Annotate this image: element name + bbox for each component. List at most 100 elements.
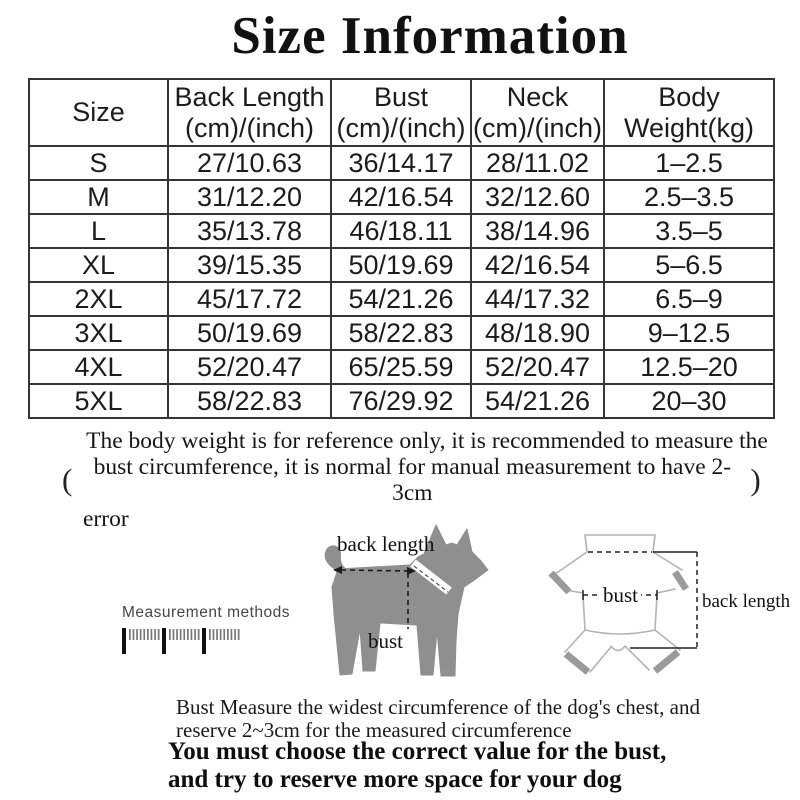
leg-cuff-left: [563, 651, 591, 675]
table-row: 4XL 52/20.47 65/25.59 52/20.47 12.5–20: [28, 349, 775, 385]
header-line: (cm)/(inch): [473, 112, 602, 143]
garment-back-length-label: back length: [702, 591, 791, 612]
table-cell-size: 4XL: [28, 349, 169, 385]
table-cell-size: M: [28, 179, 169, 215]
dog-bust-label: bust: [368, 629, 404, 653]
table-row: S 27/10.63 36/14.17 28/11.02 1–2.5: [28, 145, 775, 181]
note-line-3: error: [83, 506, 129, 532]
bust-measure-note-line-1: Bust Measure the widest circumference of…: [176, 695, 700, 719]
dog-silhouette: [331, 524, 489, 677]
sleeve-cuff-right: [672, 570, 689, 591]
table-row: XL 39/15.35 50/19.69 42/16.54 5–6.5: [28, 247, 775, 283]
size-table: Size Back Length (cm)/(inch) Bust (cm)/(…: [28, 78, 775, 419]
dog-collar-band: [410, 559, 452, 595]
header-line: Bust: [373, 81, 429, 112]
garment-sleeve-inner-outline: [570, 588, 676, 594]
open-paren: (: [62, 462, 73, 497]
table-cell-weight: 20–30: [603, 383, 775, 419]
dog-back-length-label: back length: [337, 532, 435, 556]
table-cell-neck: 48/18.90: [470, 315, 605, 351]
col-header-body-weight: Body Weight(kg): [603, 78, 775, 147]
back-length-measure-line: [340, 569, 411, 572]
weight-reference-note: The body weight is for reference only, i…: [20, 428, 780, 532]
table-cell-neck: 42/16.54: [470, 247, 605, 283]
header-row: Size Back Length (cm)/(inch) Bust (cm)/(…: [28, 78, 775, 147]
table-cell-weight: 12.5–20: [603, 349, 775, 385]
table-cell-back_length: 45/17.72: [167, 281, 332, 317]
table-cell-bust: 65/25.59: [330, 349, 472, 385]
table-cell-neck: 32/12.60: [470, 179, 605, 215]
dog-collar-stitch-line: [413, 565, 449, 593]
table-cell-neck: 54/21.26: [470, 383, 605, 419]
header-line: Neck: [506, 81, 569, 112]
arrow-right: [407, 567, 416, 575]
table-cell-bust: 50/19.69: [330, 247, 472, 283]
leg-cuff-right: [652, 649, 681, 674]
garment-shoulders-outline: [549, 551, 683, 578]
table-cell-weight: 1–2.5: [603, 145, 775, 181]
page-title: Size Information: [231, 7, 629, 65]
table-cell-bust: 76/29.92: [330, 383, 472, 419]
col-header-bust: Bust (cm)/(inch): [330, 78, 472, 147]
bust-measure-note: Bust Measure the widest circumference of…: [176, 696, 700, 741]
garment-body-outline: [582, 594, 658, 635]
table-cell-neck: 44/17.32: [470, 281, 605, 317]
dog-tail: [324, 545, 350, 573]
bust-warning-text: You must choose the correct value for th…: [168, 738, 666, 793]
table-row: 5XL 58/22.83 76/29.92 54/21.26 20–30: [28, 383, 775, 419]
header-line: (cm)/(inch): [336, 112, 466, 143]
table-cell-neck: 52/20.47: [470, 349, 605, 385]
table-cell-back_length: 27/10.63: [167, 145, 332, 181]
table-cell-back_length: 35/13.78: [167, 213, 332, 249]
table-cell-size: S: [28, 145, 169, 181]
bust-warning-line-2: and try to reserve more space for your d…: [168, 765, 622, 793]
table-cell-size: 2XL: [28, 281, 169, 317]
size-table-header: Size Back Length (cm)/(inch) Bust (cm)/(…: [28, 78, 775, 147]
table-cell-bust: 36/14.17: [330, 145, 472, 181]
note-line-2: ( bust circumference, it is normal for m…: [20, 454, 780, 506]
table-cell-back_length: 58/22.83: [167, 383, 332, 419]
table-cell-weight: 6.5–9: [603, 281, 775, 317]
ruler-icon: [122, 628, 240, 654]
table-cell-size: L: [28, 213, 169, 249]
table-cell-neck: 38/14.96: [470, 213, 605, 249]
table-cell-back_length: 31/12.20: [167, 179, 332, 215]
table-cell-bust: 42/16.54: [330, 179, 472, 215]
dog-side-diagram: [324, 524, 489, 677]
garment-bust-label: bust: [600, 583, 642, 608]
measurement-methods-label: Measurement methods: [122, 604, 291, 621]
sleeve-cuff-left: [548, 570, 572, 595]
table-row: 2XL 45/17.72 54/21.26 44/17.32 6.5–9: [28, 281, 775, 317]
note-line-1: The body weight is for reference only, i…: [86, 428, 768, 454]
size-table-body: S 27/10.63 36/14.17 28/11.02 1–2.5 M 31/12.20 4…: [28, 145, 775, 419]
garment-collar-outline: [584, 534, 656, 553]
table-cell-size: XL: [28, 247, 169, 283]
table-row: L 35/13.78 46/18.11 38/14.96 3.5–5: [28, 213, 775, 249]
header-line: Weight(kg): [623, 112, 755, 143]
table-cell-weight: 9–12.5: [603, 315, 775, 351]
header-line: Size: [72, 97, 125, 127]
table-cell-neck: 28/11.02: [470, 145, 605, 181]
bust-measure-note-line-2: reserve 2~3cm for the measured circumfer…: [176, 717, 572, 742]
bust-warning-line-1: You must choose the correct value for th…: [168, 738, 667, 765]
table-cell-weight: 2.5–3.5: [603, 179, 775, 215]
table-row: 3XL 50/19.69 58/22.83 48/18.90 9–12.5: [28, 315, 775, 351]
table-cell-size: 5XL: [28, 383, 169, 419]
table-cell-bust: 46/18.11: [330, 213, 472, 249]
table-cell-back_length: 39/15.35: [167, 247, 332, 283]
header-line: Body: [658, 81, 720, 112]
table-cell-weight: 5–6.5: [603, 247, 775, 283]
col-header-size: Size: [28, 78, 169, 147]
table-cell-bust: 54/21.26: [330, 281, 472, 317]
table-cell-weight: 3.5–5: [603, 213, 775, 249]
close-paren: ): [750, 462, 761, 497]
header-line: (cm)/(inch): [185, 112, 314, 143]
header-line: Back Length: [174, 81, 325, 112]
table-cell-bust: 58/22.83: [330, 315, 472, 351]
table-cell-back_length: 52/20.47: [167, 349, 332, 385]
garment-legs-outline: [564, 629, 681, 673]
table-cell-size: 3XL: [28, 315, 169, 351]
col-header-back-length: Back Length (cm)/(inch): [167, 78, 332, 147]
table-cell-back_length: 50/19.69: [167, 315, 332, 351]
